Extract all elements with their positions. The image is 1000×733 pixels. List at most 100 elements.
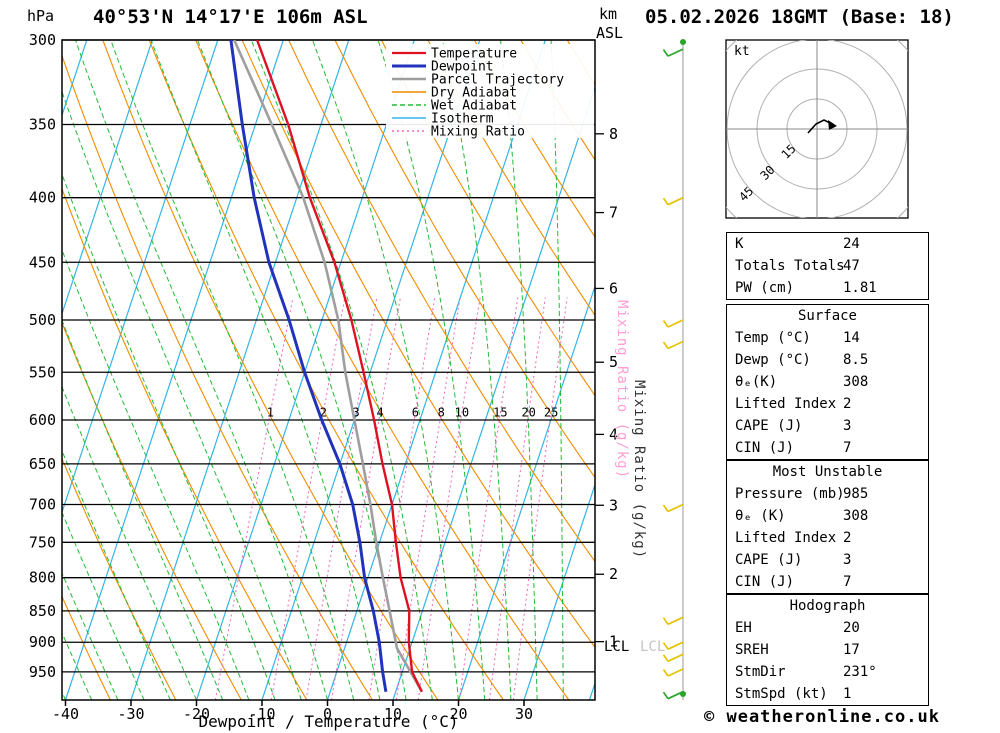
svg-text:Dry Adiabat: Dry Adiabat (431, 86, 517, 101)
mixing-ratio-labels: 1 2 3 4 6 8 10 15 20 25 (267, 406, 559, 420)
svg-text:15: 15 (493, 406, 507, 420)
row-value: 2 (843, 530, 852, 546)
svg-text:1: 1 (609, 633, 618, 651)
row-value: 24 (843, 236, 860, 252)
row-label: EH (735, 620, 752, 636)
table-row: Temp (°C) 14 (727, 327, 928, 349)
row-label: Lifted Index (735, 530, 837, 546)
row-label: CAPE (J) (735, 418, 803, 434)
x-axis-label: Dewpoint / Temperature (°C) (198, 712, 459, 731)
svg-text:5: 5 (609, 353, 618, 371)
table-row: Dewp (°C) 8.5 (727, 349, 928, 371)
row-label: Totals Totals (735, 258, 845, 274)
svg-text:Temperature: Temperature (431, 47, 517, 62)
run-date-title: 05.02.2026 18GMT (Base: 18) (645, 6, 954, 28)
svg-text:30: 30 (515, 705, 533, 723)
svg-text:20: 20 (449, 705, 467, 723)
table-row: Pressure (mb) 985 (727, 483, 928, 505)
table-row: EH 20 (727, 617, 928, 639)
isotherm-lines (62, 40, 595, 700)
surface-table: Surface Temp (°C) 14 Dewp (°C) 8.5 θₑ(K) 308 Li… (726, 304, 929, 460)
svg-text:850: 850 (29, 602, 56, 620)
svg-text:1: 1 (267, 406, 274, 420)
copyright-text: © weatheronline.co.uk (704, 707, 940, 727)
table-row: Lifted Index 2 (727, 393, 928, 415)
svg-text:300: 300 (29, 31, 56, 49)
table-row: SREH 17 (727, 639, 928, 661)
svg-text:8: 8 (438, 406, 445, 420)
svg-text:350: 350 (29, 116, 56, 134)
row-label: StmSpd (kt) (735, 686, 828, 702)
table-row: CAPE (J) 3 (727, 549, 928, 571)
pressure-axis-labels: 300 350 400 450 500 550 600 650 700 750 800 850 900 9… (29, 31, 56, 681)
most-unstable-table: Most Unstable Pressure (mb) 985 θₑ (K) 308 Li… (726, 460, 929, 594)
svg-text:950: 950 (29, 663, 56, 681)
row-label: θₑ(K) (735, 374, 778, 390)
mixing-ratio-axis-label: Mixing Ratio (g/kg) (631, 380, 647, 560)
svg-text:8: 8 (609, 125, 618, 143)
svg-text:7: 7 (609, 204, 618, 222)
row-value: 17 (843, 642, 860, 658)
row-value: 3 (843, 552, 852, 568)
asl-axis-label: ASL (596, 24, 624, 42)
wind-barb-column (662, 39, 686, 700)
svg-text:2: 2 (609, 565, 618, 583)
table-header: Hodograph (789, 598, 866, 614)
svg-text:-20: -20 (183, 705, 210, 723)
km-axis-unit: km (599, 5, 618, 23)
km-axis: 1 2 3 4 5 6 7 8 (595, 125, 618, 651)
temperature-curve (255, 40, 423, 693)
svg-text:400: 400 (29, 189, 56, 207)
svg-text:0: 0 (323, 705, 332, 723)
row-value: 1 (843, 686, 852, 702)
row-label: Dewp (°C) (735, 352, 811, 368)
hodograph-stats-table: Hodograph EH 20 SREH 17 StmDir 231° StmSpd (kt)… (726, 594, 929, 706)
row-label: SREH (735, 642, 769, 658)
table-row: CAPE (J) 3 (727, 415, 928, 437)
hodograph-unit-label: kt (734, 44, 750, 59)
row-value: 231° (843, 664, 877, 680)
table-row: K 24 (727, 233, 928, 255)
row-label: K (735, 236, 744, 252)
svg-text:-30: -30 (117, 705, 144, 723)
svg-text:3: 3 (352, 406, 359, 420)
table-row: Totals Totals 47 (727, 255, 928, 277)
row-value: 3 (843, 418, 852, 434)
row-value: 1.81 (843, 280, 877, 296)
svg-text:6: 6 (609, 279, 618, 297)
svg-text:900: 900 (29, 633, 56, 651)
row-value: 20 (843, 620, 860, 636)
table-row: StmSpd (kt) 1 (727, 683, 928, 705)
table-row: Lifted Index 2 (727, 527, 928, 549)
svg-text:500: 500 (29, 311, 56, 329)
svg-text:Mixing Ratio: Mixing Ratio (431, 125, 525, 140)
sounding-curves (229, 40, 424, 693)
svg-text:450: 450 (29, 253, 56, 271)
table-row: CIN (J) 7 (727, 437, 928, 459)
table-header: Surface (797, 308, 857, 324)
mixing-ratio-lines (214, 297, 568, 700)
row-value: 47 (843, 258, 860, 274)
svg-text:Parcel Trajectory: Parcel Trajectory (431, 73, 564, 88)
table-header: Most Unstable (772, 464, 883, 480)
svg-text:-40: -40 (52, 705, 79, 723)
svg-text:650: 650 (29, 455, 56, 473)
table-row: θₑ(K) 308 (727, 371, 928, 393)
row-label: CAPE (J) (735, 552, 803, 568)
row-value: 7 (843, 440, 852, 456)
svg-text:750: 750 (29, 533, 56, 551)
row-label: Lifted Index (735, 396, 837, 412)
row-label: CIN (J) (735, 440, 795, 456)
svg-text:3: 3 (609, 496, 618, 514)
parcel-trajectory-curve (233, 40, 424, 693)
indices-table: K 24 Totals Totals 47 PW (cm) 1.81 (726, 232, 929, 300)
pressure-grid (61, 39, 596, 701)
svg-text:20: 20 (521, 406, 535, 420)
svg-text:25: 25 (544, 406, 558, 420)
row-label: Temp (°C) (735, 330, 811, 346)
lcl-marker-label-secondary: LCL (640, 639, 666, 655)
table-row: StmDir 231° (727, 661, 928, 683)
